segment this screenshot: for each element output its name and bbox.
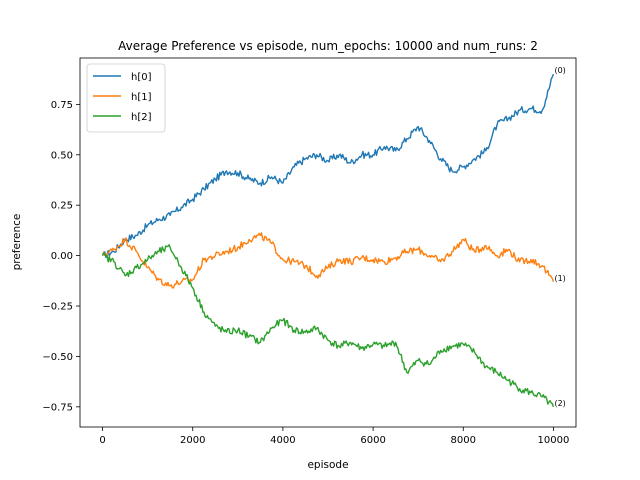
x-tick-label: 8000: [451, 435, 476, 446]
chart-title: Average Preference vs episode, num_epoch…: [118, 39, 538, 53]
series-line-h1: [101, 232, 555, 289]
series-line-h2: [101, 244, 555, 408]
x-tick-label: 6000: [360, 435, 385, 446]
x-tick-label: 10000: [538, 435, 570, 446]
series-end-annotation: (2): [554, 399, 565, 408]
y-tick-label: 0.00: [51, 251, 73, 262]
plot-area: (0) (1) (2): [79, 57, 577, 428]
series-end-annotation: (0): [554, 66, 565, 75]
series-layer: [101, 73, 555, 408]
y-tick-label: −0.25: [42, 302, 73, 313]
legend-label: h[2]: [131, 112, 152, 123]
legend-label: h[1]: [131, 92, 152, 103]
x-axis-label: episode: [307, 459, 348, 471]
y-axis: −0.75 −0.50 −0.25 0.00 0.25 0.50 0.75: [42, 100, 80, 413]
series-end-annotation: (1): [554, 274, 565, 283]
series-line-h0: [101, 73, 555, 259]
y-tick-label: −0.50: [42, 352, 73, 363]
y-axis-label: preference: [11, 214, 23, 271]
x-tick-label: 4000: [270, 435, 295, 446]
x-tick-label: 0: [99, 435, 105, 446]
y-tick-label: 0.25: [51, 201, 73, 212]
y-tick-label: −0.75: [42, 402, 73, 413]
axes-frame: [79, 57, 577, 428]
legend: h[0] h[1] h[2]: [86, 63, 166, 133]
legend-label: h[0]: [131, 72, 152, 83]
x-axis: 0 2000 4000 6000 8000 10000: [99, 427, 569, 446]
y-tick-label: 0.50: [51, 150, 73, 161]
y-tick-label: 0.75: [51, 100, 73, 111]
legend-box: [86, 63, 166, 133]
x-tick-label: 2000: [180, 435, 205, 446]
annotation-layer: (0) (1) (2): [554, 66, 565, 408]
